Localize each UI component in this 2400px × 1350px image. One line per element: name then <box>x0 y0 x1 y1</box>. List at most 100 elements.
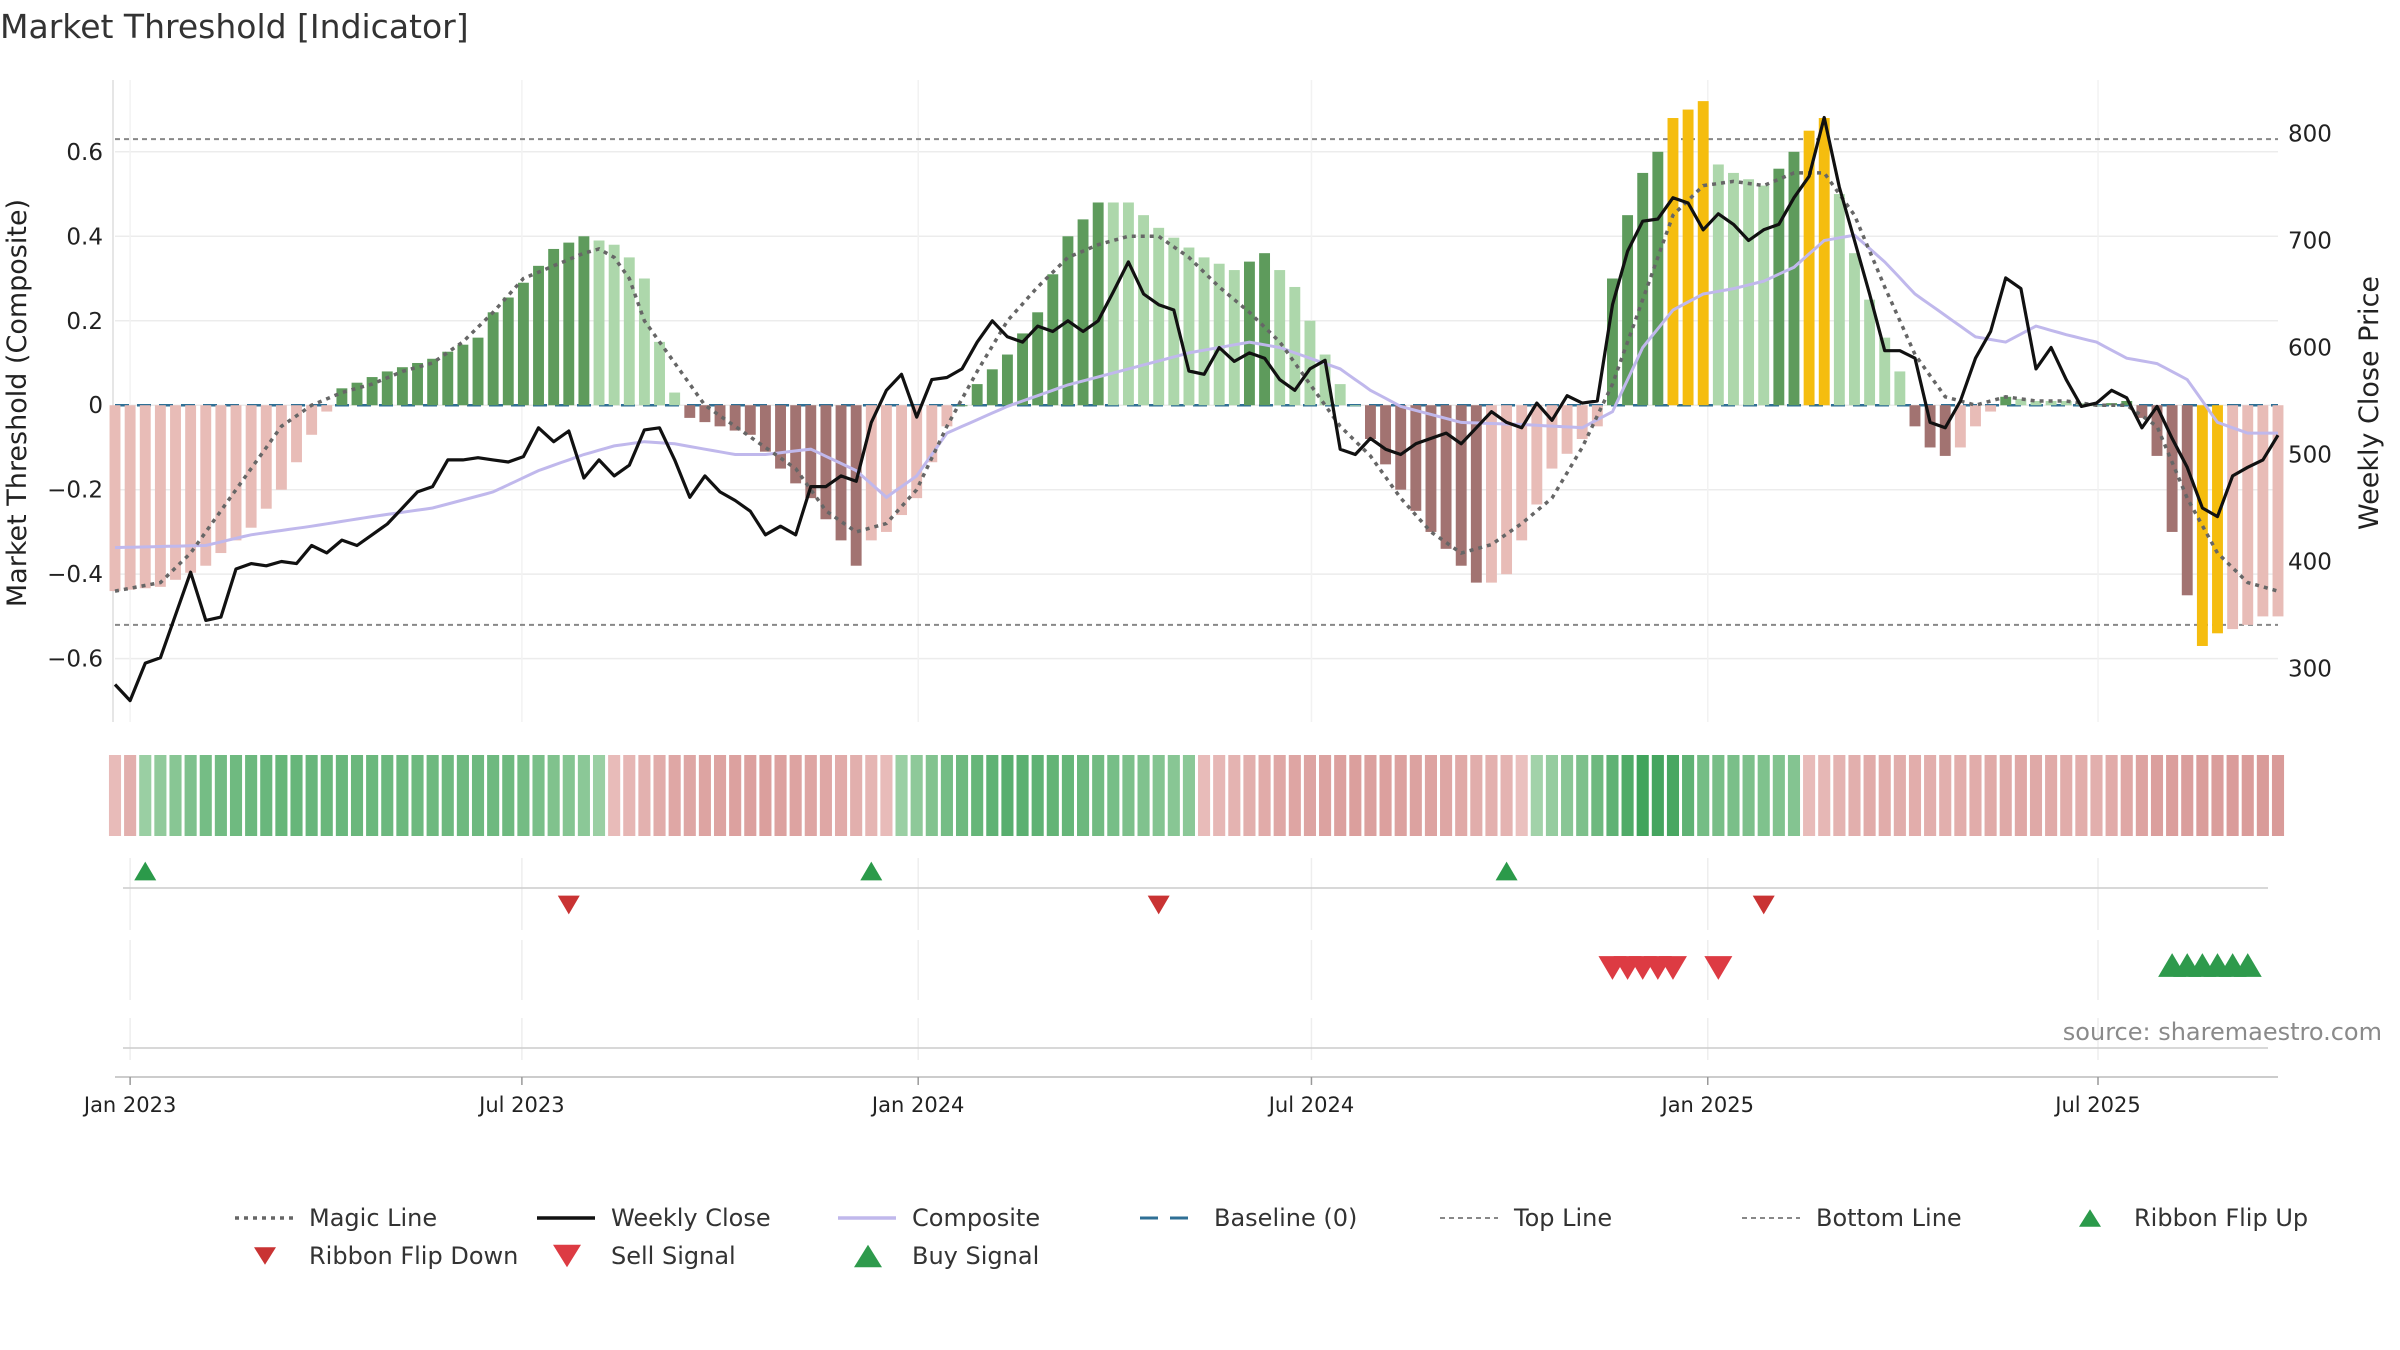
composite-bar <box>1032 312 1044 406</box>
ribbon-cell <box>1772 755 1785 836</box>
composite-bar <box>139 405 151 589</box>
ribbon-cell <box>1863 755 1876 836</box>
legend-item: Ribbon Flip Up <box>2079 1204 2308 1232</box>
composite-bar <box>260 405 272 509</box>
legend-item: Weekly Close <box>537 1204 771 1232</box>
ribbon-cell <box>1742 755 1755 836</box>
composite-bar <box>1274 270 1286 406</box>
ribbon-cell <box>350 755 364 836</box>
composite-bar <box>1879 337 1891 406</box>
ribbon-cell <box>1228 755 1241 836</box>
composite-line <box>114 233 2278 550</box>
ribbon-cell <box>2045 755 2058 836</box>
ribbon-cell <box>1621 755 1634 836</box>
ribbon-cell <box>2029 755 2043 836</box>
ribbon-cell <box>1424 755 1438 836</box>
legend-label: Buy Signal <box>912 1242 1039 1270</box>
ribbon-cell <box>850 755 863 836</box>
composite-bar <box>956 405 968 407</box>
composite-bar <box>820 405 832 520</box>
composite-bar <box>850 405 862 566</box>
ribbon-cell <box>1908 755 1922 836</box>
left-tick-label: 0.6 <box>66 140 103 166</box>
ribbon-cell <box>744 755 757 836</box>
composite-bar <box>291 405 302 463</box>
legend-item: Magic Line <box>235 1204 437 1232</box>
composite-bar <box>1455 405 1467 566</box>
composite-bar <box>1425 405 1437 532</box>
left-tick-label: 0.2 <box>66 309 103 335</box>
ribbon-cell <box>1848 755 1861 836</box>
ribbon-cell <box>1122 755 1135 836</box>
composite-bar <box>880 405 892 532</box>
composite-bar <box>699 405 711 423</box>
composite-bar <box>2015 398 2027 406</box>
composite-bar <box>759 405 771 452</box>
composite-bar <box>124 405 136 590</box>
composite-bar <box>926 405 938 463</box>
composite-bar <box>1954 405 1966 448</box>
ribbon-cell <box>1288 755 1301 836</box>
ribbon-cell <box>986 755 999 836</box>
composite-bar <box>366 377 378 406</box>
ribbon-cell <box>426 755 439 836</box>
sell-signal-marker <box>1704 956 1733 980</box>
composite-bar <box>1486 405 1497 583</box>
ribbon-cell <box>1334 755 1347 836</box>
ribbon-cell <box>396 755 409 836</box>
ribbon-cell <box>683 755 696 836</box>
ribbon-cell <box>774 755 787 836</box>
composite-bar <box>548 248 560 406</box>
ribbon-cell <box>366 755 379 836</box>
ribbon-cell <box>955 755 969 836</box>
composite-bar <box>1682 109 1694 406</box>
composite-bar <box>442 351 454 406</box>
ribbon-cell <box>562 755 575 836</box>
legend-swatch-marker <box>553 1244 581 1268</box>
composite-bar <box>396 367 408 406</box>
ribbon-cell <box>1893 755 1906 836</box>
composite-bar <box>1758 185 1770 406</box>
chart-title: Market Threshold [Indicator] <box>0 7 469 46</box>
composite-bar <box>1319 354 1331 406</box>
ribbon-flip-down-marker <box>1752 895 1775 915</box>
composite-bar <box>1017 333 1028 406</box>
composite-bar <box>1153 227 1165 406</box>
ribbon-cell <box>1470 755 1483 836</box>
ribbon-cell <box>547 755 560 836</box>
composite-bar <box>654 341 665 406</box>
ribbon-cell <box>199 755 212 836</box>
ribbon-cell <box>1757 755 1770 836</box>
composite-bar <box>1712 164 1724 406</box>
ribbon-cell <box>1485 755 1498 836</box>
composite-bar <box>1259 253 1271 406</box>
ribbon-cell <box>1803 755 1816 836</box>
composite-bar <box>1334 384 1346 406</box>
legend: Magic Line Weekly Close Composite Baseline … <box>235 1204 2308 1270</box>
composite-bar <box>2242 405 2254 625</box>
ribbon-cell <box>1500 755 1513 836</box>
ribbon-cell <box>895 755 908 836</box>
ribbon-cell <box>1440 755 1453 836</box>
ribbon-cell <box>1636 755 1649 836</box>
ribbon-cell <box>2271 755 2285 836</box>
ribbon-cell <box>1455 755 1468 836</box>
ribbon-cell <box>305 755 318 836</box>
composite-bar <box>1667 118 1679 406</box>
ribbon-cell <box>2060 755 2073 836</box>
x-tick-label: Jan 2024 <box>870 1093 965 1117</box>
ribbon-cell <box>2120 755 2133 836</box>
ribbon-cell <box>487 755 500 836</box>
magic-line <box>114 171 2279 593</box>
ribbon-cell <box>698 755 711 836</box>
signal-panels <box>123 858 2268 1060</box>
left-y-axis: 0.6 0.4 0.2 0 −0.2 −0.4 −0.6 <box>47 140 103 673</box>
composite-bar <box>1380 405 1392 465</box>
sell-signal-marker <box>1658 956 1687 980</box>
composite-bar <box>1833 194 1845 406</box>
composite-bar <box>2060 401 2072 406</box>
composite-bar <box>2181 405 2193 596</box>
ribbon-cell <box>154 755 167 836</box>
ribbon-cell <box>1969 755 1982 836</box>
left-tick-label: 0 <box>88 393 103 419</box>
